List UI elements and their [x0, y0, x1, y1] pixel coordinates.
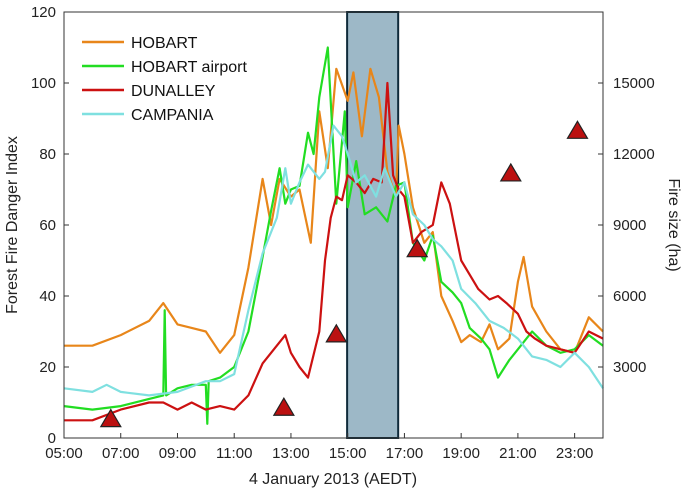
x-axis: 05:00 07:00 09:00 11:00 13:00 15:00 17:00 19:00… [45, 433, 593, 462]
y-left-tick-label: 60 [39, 217, 56, 234]
fire-size-marker [499, 162, 522, 182]
y-left-tick-label: 40 [39, 288, 56, 305]
y-right-tick-label: 15000 [613, 75, 655, 92]
x-tick-label: 21:00 [499, 445, 537, 462]
y-axis-left: 0 20 40 60 80 100 120 [31, 4, 69, 447]
x-tick-label: 07:00 [102, 445, 140, 462]
y-axis-left-title: Forest Fire Danger Index [4, 136, 21, 314]
fire-size-marker [325, 323, 348, 343]
fire-size-marker [99, 408, 122, 428]
x-tick-label: 15:00 [329, 445, 367, 462]
x-tick-label: 11:00 [216, 445, 252, 462]
y-left-tick-label: 20 [39, 359, 56, 376]
y-left-tick-label: 0 [48, 430, 56, 447]
legend-label: HOBART [131, 35, 198, 52]
x-tick-label: 13:00 [272, 445, 310, 462]
y-axis-right: 3000 6000 9000 12000 15000 [598, 75, 655, 376]
legend-label: CAMPANIA [131, 107, 214, 124]
y-right-tick-label: 12000 [613, 146, 655, 163]
series-line-campania [63, 124, 604, 397]
y-right-tick-label: 6000 [613, 288, 646, 305]
y-left-tick-label: 100 [31, 75, 56, 92]
series-line-dunalley [64, 81, 604, 422]
fire-size-markers [99, 120, 589, 428]
series-line-hobart [64, 67, 604, 354]
y-axis-right-title: Fire size (ha) [665, 178, 682, 271]
x-tick-label: 19:00 [442, 445, 480, 462]
fire-size-marker [566, 120, 589, 139]
y-left-tick-label: 80 [39, 146, 56, 163]
legend-label: HOBART airport [131, 59, 247, 76]
x-tick-label: 17:00 [386, 445, 424, 462]
x-axis-title: 4 January 2013 (AEDT) [249, 471, 417, 488]
y-right-tick-label: 9000 [613, 217, 646, 234]
fire-size-marker [272, 397, 295, 416]
fire-size-marker [406, 238, 429, 258]
x-tick-label: 23:00 [556, 445, 594, 462]
y-left-tick-label: 120 [31, 4, 56, 21]
x-tick-label: 05:00 [45, 445, 83, 462]
y-right-tick-label: 3000 [613, 359, 646, 376]
x-tick-label: 09:00 [159, 445, 197, 462]
legend-label: DUNALLEY [131, 83, 216, 100]
series-layer [63, 46, 604, 425]
legend: HOBART HOBART airport DUNALLEY CAMPANIA [82, 35, 247, 124]
